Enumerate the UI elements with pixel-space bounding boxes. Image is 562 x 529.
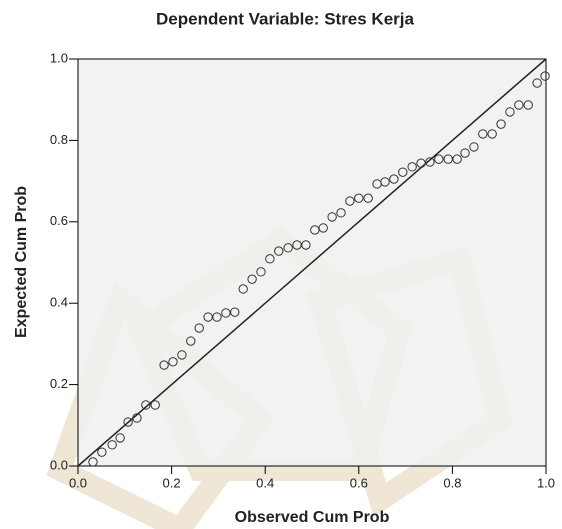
y-tick-label: 0.4 (50, 295, 68, 310)
x-tick-label: 0.6 (350, 475, 368, 490)
x-tick-label: 0.8 (443, 475, 461, 490)
page: {"chart_data": {"type": "scatter", "titl… (0, 0, 562, 529)
y-tick-label: 1.0 (50, 50, 68, 65)
y-axis-title: Expected Cum Prob (13, 186, 30, 338)
x-axis-title: Observed Cum Prob (235, 509, 390, 526)
y-tick-label: 0.2 (50, 376, 68, 391)
chart-title: Dependent Variable: Stres Kerja (156, 9, 414, 28)
y-tick-label: 0.8 (50, 132, 68, 147)
x-tick-label: 0.0 (69, 475, 87, 490)
y-tick-label: 0.0 (50, 457, 68, 472)
x-tick-label: 0.4 (256, 475, 274, 490)
x-tick-label: 0.2 (163, 475, 181, 490)
x-tick-label: 1.0 (537, 475, 555, 490)
chart: Dependent Variable: Stres Kerja Observed… (0, 0, 562, 529)
y-tick-label: 0.6 (50, 213, 68, 228)
